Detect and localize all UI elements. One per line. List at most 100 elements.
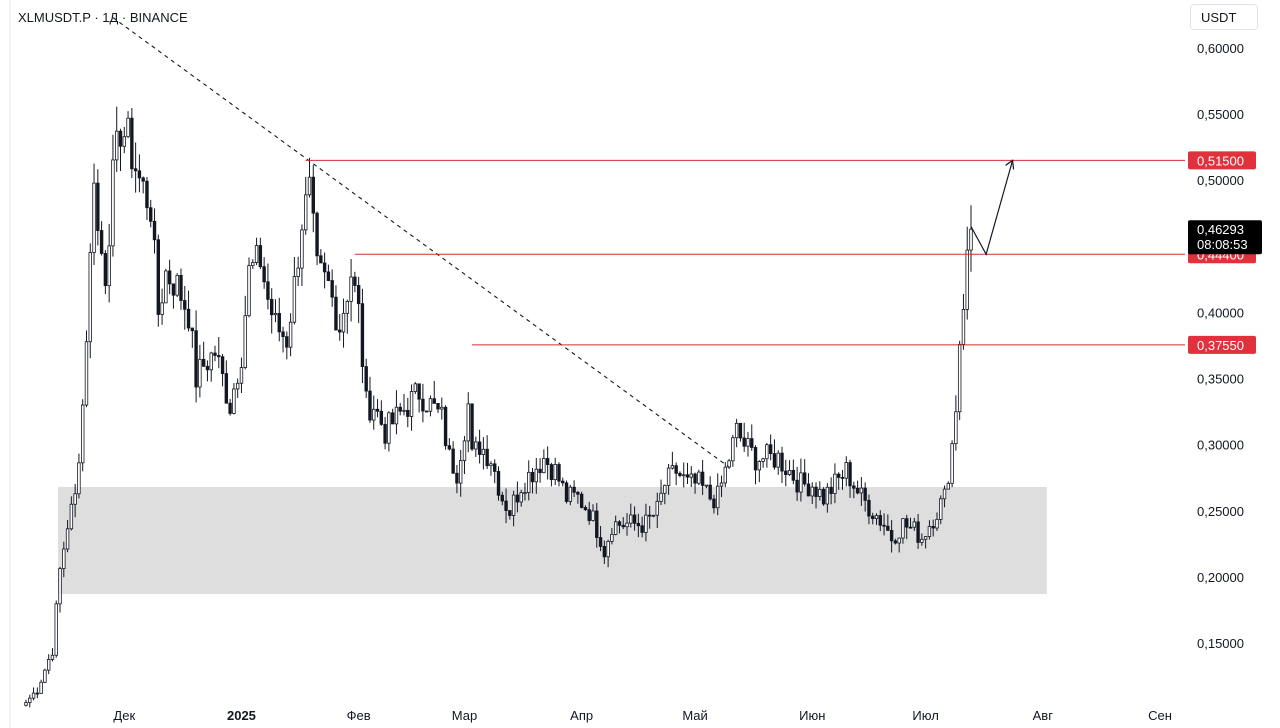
candle-body bbox=[927, 526, 932, 538]
candle-body bbox=[50, 654, 55, 660]
candle-body bbox=[519, 492, 523, 503]
candle-body bbox=[568, 486, 573, 502]
candle-body bbox=[576, 491, 580, 495]
candle-body bbox=[583, 507, 588, 511]
candle-body bbox=[107, 245, 111, 287]
candle-body bbox=[379, 410, 384, 425]
candle-body bbox=[768, 444, 773, 455]
candle-body bbox=[787, 469, 792, 475]
candle-body bbox=[799, 472, 803, 493]
candle-body bbox=[436, 403, 440, 410]
candle-body bbox=[300, 229, 304, 269]
candle-body bbox=[228, 402, 232, 414]
candle-body bbox=[905, 518, 909, 528]
candle-body bbox=[322, 262, 327, 273]
candle-body bbox=[598, 537, 603, 547]
y-tick-label: 0,15000 bbox=[1197, 636, 1244, 651]
x-tick-label: Сен bbox=[1148, 708, 1172, 723]
currency-selector[interactable]: USDT bbox=[1190, 4, 1258, 30]
candle-body bbox=[474, 441, 478, 450]
x-tick-label: 2025 bbox=[227, 708, 256, 723]
candle-body bbox=[549, 464, 554, 480]
candle-body bbox=[636, 522, 641, 527]
candle-body bbox=[750, 438, 754, 448]
candle-body bbox=[96, 182, 100, 231]
candle-body bbox=[629, 514, 633, 524]
candle-body bbox=[704, 484, 709, 487]
x-tick-label: Июл bbox=[912, 708, 938, 723]
candle-body bbox=[167, 270, 172, 285]
trendline-dashed bbox=[112, 17, 730, 468]
candle-body bbox=[780, 452, 784, 472]
candle-body bbox=[394, 406, 399, 425]
candle-body bbox=[795, 479, 799, 493]
candle-body bbox=[595, 510, 599, 538]
candle-body bbox=[130, 117, 134, 170]
candle-body bbox=[810, 486, 814, 497]
candle-body bbox=[390, 412, 395, 425]
candle-body bbox=[659, 492, 663, 502]
candle-body bbox=[496, 471, 501, 496]
candle-body bbox=[534, 468, 538, 483]
candle-body bbox=[251, 262, 255, 266]
candle-body bbox=[954, 411, 958, 445]
candle-body bbox=[742, 437, 746, 447]
candle-body bbox=[772, 453, 777, 468]
candle-body bbox=[198, 358, 202, 388]
candle-body bbox=[920, 538, 924, 543]
candle-body bbox=[338, 329, 342, 333]
candle-body bbox=[311, 176, 315, 214]
candle-body bbox=[504, 500, 508, 511]
candle-body bbox=[383, 423, 387, 444]
candle-body bbox=[77, 462, 81, 495]
candle-body bbox=[908, 526, 913, 529]
candle-body bbox=[572, 486, 576, 493]
candle-body bbox=[867, 499, 871, 517]
candle-body bbox=[149, 207, 153, 222]
candle-body bbox=[855, 487, 860, 494]
candle-body bbox=[613, 521, 618, 535]
candle-body bbox=[621, 524, 625, 528]
candle-body bbox=[689, 473, 693, 478]
candle-body bbox=[545, 458, 550, 465]
candle-body bbox=[356, 285, 361, 305]
candle-body bbox=[723, 466, 727, 484]
candle-body bbox=[447, 445, 452, 450]
candle-body bbox=[500, 494, 504, 502]
candle-body bbox=[466, 403, 470, 442]
candle-body bbox=[462, 440, 467, 461]
candle-body bbox=[224, 373, 229, 404]
candle-body bbox=[375, 408, 380, 412]
candle-body bbox=[738, 422, 743, 439]
candle-body bbox=[432, 398, 436, 404]
candle-body bbox=[784, 470, 788, 475]
candle-body bbox=[674, 465, 678, 474]
candle-body bbox=[360, 303, 365, 368]
candle-body bbox=[190, 327, 195, 332]
candle-body bbox=[46, 659, 51, 671]
candle-body bbox=[708, 484, 712, 500]
candle-body bbox=[802, 472, 807, 485]
candle-body bbox=[727, 460, 731, 468]
candle-body bbox=[194, 330, 198, 388]
candle-body bbox=[81, 404, 85, 464]
candle-body bbox=[837, 473, 841, 478]
candle-body bbox=[133, 168, 138, 172]
candle-body bbox=[65, 528, 70, 550]
candle-body bbox=[916, 521, 920, 543]
candle-body bbox=[266, 281, 270, 300]
y-tick-label: 0,60000 bbox=[1197, 41, 1244, 56]
candle-body bbox=[591, 510, 595, 521]
candle-body bbox=[508, 510, 512, 516]
candle-body bbox=[217, 355, 221, 358]
x-tick-label: Дек bbox=[113, 708, 135, 723]
candle-body bbox=[372, 408, 376, 421]
y-tick-label: 0,40000 bbox=[1197, 305, 1244, 320]
candle-body bbox=[651, 514, 656, 517]
candle-body bbox=[296, 267, 300, 277]
candle-body bbox=[156, 239, 160, 315]
candle-body bbox=[776, 452, 780, 468]
candles bbox=[24, 106, 973, 708]
x-tick-label: Мар bbox=[452, 708, 477, 723]
